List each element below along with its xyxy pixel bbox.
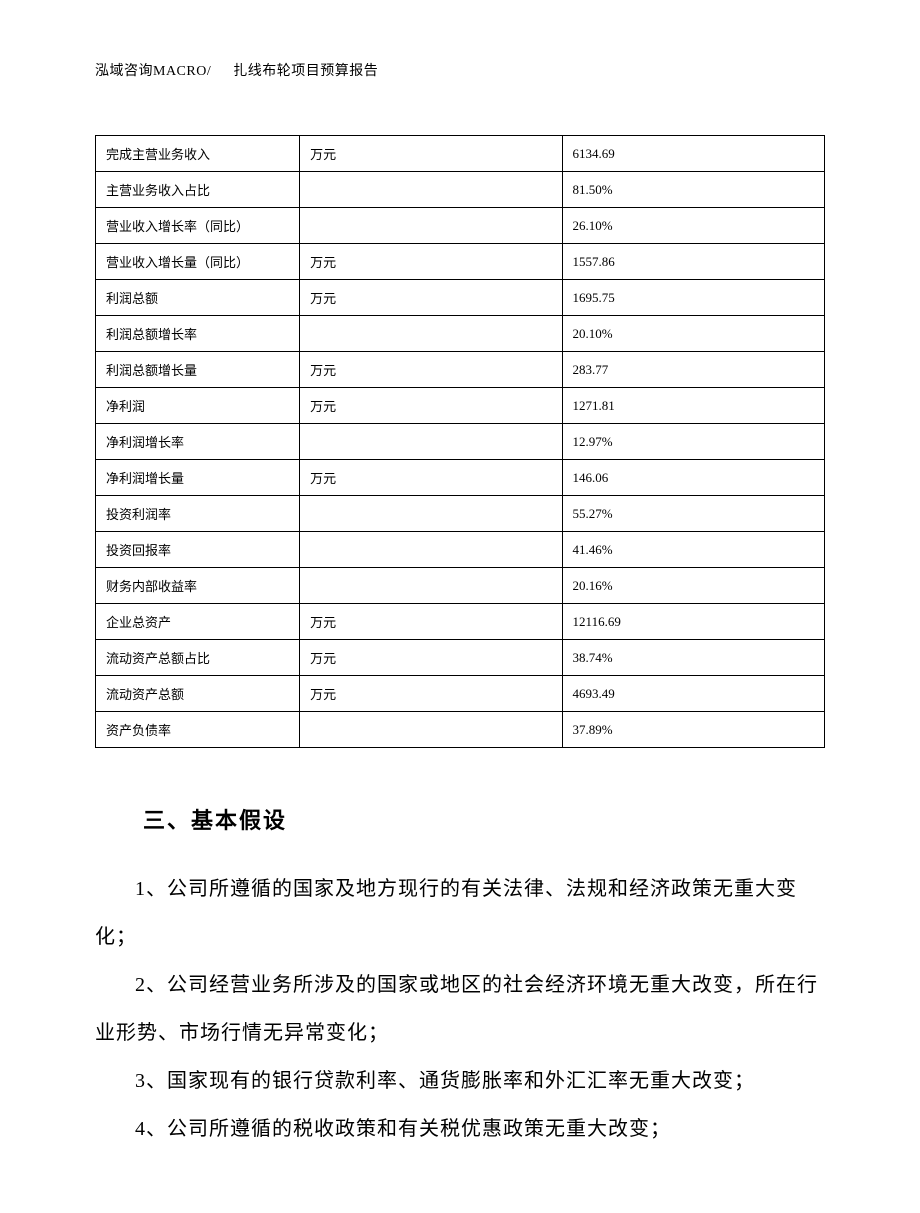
- paragraph: 1、公司所遵循的国家及地方现行的有关法律、法规和经济政策无重大变化；: [95, 865, 825, 961]
- table-cell-label: 流动资产总额: [96, 676, 300, 712]
- table-cell-unit: [300, 316, 562, 352]
- table-row: 财务内部收益率 20.16%: [96, 568, 825, 604]
- table-cell-unit: 万元: [300, 388, 562, 424]
- table-row: 利润总额增长率 20.10%: [96, 316, 825, 352]
- table-cell-label: 利润总额: [96, 280, 300, 316]
- table-cell-value: 41.46%: [562, 532, 824, 568]
- body-text-container: 1、公司所遵循的国家及地方现行的有关法律、法规和经济政策无重大变化； 2、公司经…: [95, 865, 825, 1153]
- table-row: 利润总额增长量 万元 283.77: [96, 352, 825, 388]
- table-cell-value: 20.16%: [562, 568, 824, 604]
- table-cell-value: 55.27%: [562, 496, 824, 532]
- table-cell-unit: 万元: [300, 244, 562, 280]
- table-cell-label: 财务内部收益率: [96, 568, 300, 604]
- table-cell-unit: [300, 496, 562, 532]
- table-cell-unit: [300, 208, 562, 244]
- table-cell-label: 营业收入增长率（同比）: [96, 208, 300, 244]
- table-cell-unit: 万元: [300, 280, 562, 316]
- table-cell-label: 投资利润率: [96, 496, 300, 532]
- table-row: 企业总资产 万元 12116.69: [96, 604, 825, 640]
- table-row: 净利润 万元 1271.81: [96, 388, 825, 424]
- table-cell-label: 主营业务收入占比: [96, 172, 300, 208]
- financial-data-table: 完成主营业务收入 万元 6134.69 主营业务收入占比 81.50% 营业收入…: [95, 135, 825, 748]
- table-row: 净利润增长率 12.97%: [96, 424, 825, 460]
- table-cell-label: 投资回报率: [96, 532, 300, 568]
- table-cell-value: 6134.69: [562, 136, 824, 172]
- table-cell-unit: 万元: [300, 640, 562, 676]
- table-cell-unit: 万元: [300, 136, 562, 172]
- table-cell-unit: [300, 172, 562, 208]
- table-cell-value: 1271.81: [562, 388, 824, 424]
- paragraph: 2、公司经营业务所涉及的国家或地区的社会经济环境无重大改变，所在行业形势、市场行…: [95, 961, 825, 1057]
- table-cell-value: 81.50%: [562, 172, 824, 208]
- table-cell-unit: 万元: [300, 604, 562, 640]
- table-cell-label: 营业收入增长量（同比）: [96, 244, 300, 280]
- table-cell-unit: 万元: [300, 460, 562, 496]
- table-cell-unit: [300, 532, 562, 568]
- table-cell-label: 净利润增长量: [96, 460, 300, 496]
- table-cell-unit: [300, 568, 562, 604]
- table-cell-value: 20.10%: [562, 316, 824, 352]
- table-cell-label: 完成主营业务收入: [96, 136, 300, 172]
- table-cell-value: 38.74%: [562, 640, 824, 676]
- table-cell-unit: [300, 424, 562, 460]
- table-row: 投资利润率 55.27%: [96, 496, 825, 532]
- table-cell-value: 146.06: [562, 460, 824, 496]
- table-cell-label: 流动资产总额占比: [96, 640, 300, 676]
- table-cell-label: 利润总额增长量: [96, 352, 300, 388]
- table-cell-unit: 万元: [300, 676, 562, 712]
- table-cell-label: 企业总资产: [96, 604, 300, 640]
- table-cell-value: 4693.49: [562, 676, 824, 712]
- table-row: 流动资产总额 万元 4693.49: [96, 676, 825, 712]
- header-title: 扎线布轮项目预算报告: [233, 64, 378, 79]
- table-row: 主营业务收入占比 81.50%: [96, 172, 825, 208]
- table-row: 利润总额 万元 1695.75: [96, 280, 825, 316]
- table-cell-value: 12116.69: [562, 604, 824, 640]
- table-cell-label: 利润总额增长率: [96, 316, 300, 352]
- table-cell-label: 净利润增长率: [96, 424, 300, 460]
- table-body: 完成主营业务收入 万元 6134.69 主营业务收入占比 81.50% 营业收入…: [96, 136, 825, 748]
- table-row: 完成主营业务收入 万元 6134.69: [96, 136, 825, 172]
- table-cell-value: 37.89%: [562, 712, 824, 748]
- table-cell-value: 1695.75: [562, 280, 824, 316]
- section-heading: 三、基本假设: [95, 803, 825, 835]
- table-row: 资产负债率 37.89%: [96, 712, 825, 748]
- table-cell-value: 1557.86: [562, 244, 824, 280]
- table-cell-value: 283.77: [562, 352, 824, 388]
- paragraph: 3、国家现有的银行贷款利率、通货膨胀率和外汇汇率无重大改变；: [95, 1057, 825, 1105]
- page-container: 泓域咨询MACRO/ 扎线布轮项目预算报告 完成主营业务收入 万元 6134.6…: [0, 0, 920, 1213]
- table-cell-unit: 万元: [300, 352, 562, 388]
- table-row: 流动资产总额占比 万元 38.74%: [96, 640, 825, 676]
- table-row: 投资回报率 41.46%: [96, 532, 825, 568]
- table-cell-value: 12.97%: [562, 424, 824, 460]
- table-row: 营业收入增长量（同比） 万元 1557.86: [96, 244, 825, 280]
- header-company: 泓域咨询MACRO/: [95, 64, 211, 79]
- table-cell-label: 资产负债率: [96, 712, 300, 748]
- table-row: 营业收入增长率（同比） 26.10%: [96, 208, 825, 244]
- table-cell-label: 净利润: [96, 388, 300, 424]
- table-cell-unit: [300, 712, 562, 748]
- table-cell-value: 26.10%: [562, 208, 824, 244]
- page-header: 泓域咨询MACRO/ 扎线布轮项目预算报告: [95, 60, 825, 80]
- table-row: 净利润增长量 万元 146.06: [96, 460, 825, 496]
- paragraph: 4、公司所遵循的税收政策和有关税优惠政策无重大改变；: [95, 1105, 825, 1153]
